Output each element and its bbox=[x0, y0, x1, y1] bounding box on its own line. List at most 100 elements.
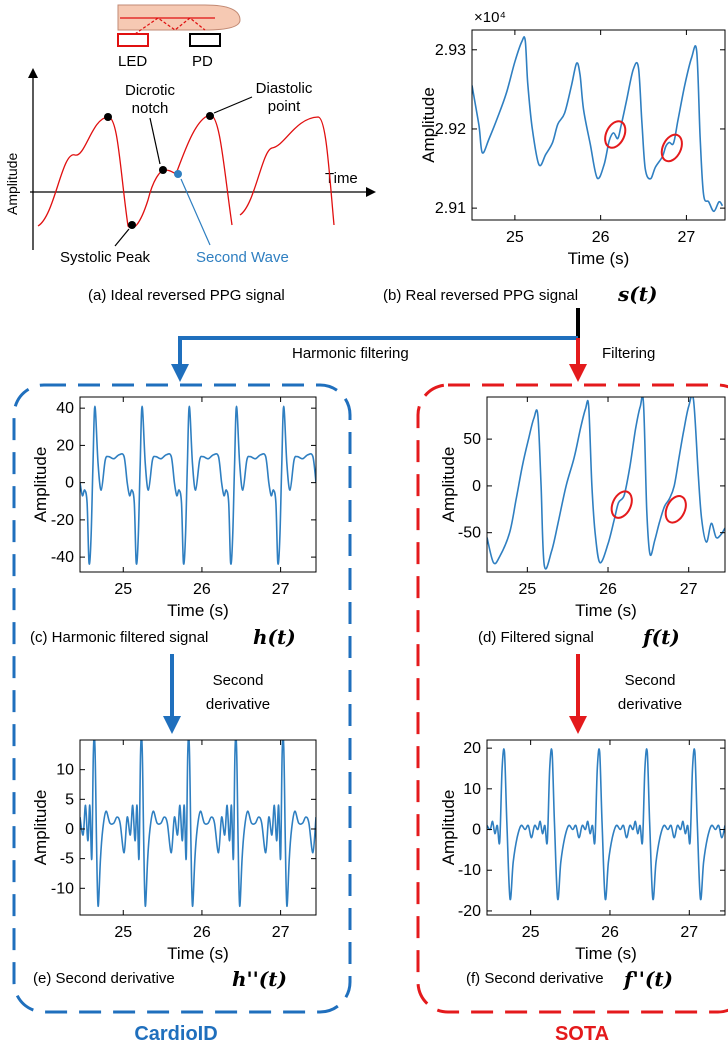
panel-c-math: h(t) bbox=[253, 625, 296, 649]
panel-f-caption: (f) Second derivative f''(t) bbox=[466, 967, 673, 991]
chart-c: 25 26 27 -40 -20 0 20 40 Time (s) Amplitude bbox=[31, 396, 317, 620]
y-tick-label-d: 50 bbox=[463, 431, 481, 448]
systolic-peak-label: Systolic Peak bbox=[60, 249, 151, 266]
y-tick-label-e: 10 bbox=[56, 762, 74, 779]
sota-label: SOTA bbox=[555, 1023, 609, 1045]
harmonic-filtering-label: Harmonic filtering bbox=[292, 345, 409, 362]
x-tick-label-b: 26 bbox=[592, 229, 610, 246]
red-derivative-arrowhead-icon bbox=[569, 716, 587, 734]
ideal-ppg-curve bbox=[37, 114, 335, 229]
svg-text:(f) Second derivative: (f) Second derivative bbox=[466, 970, 604, 987]
panel-d-caption: (d) Filtered signal f(t) bbox=[478, 625, 680, 649]
flow-arrows: Harmonic filtering Filtering Second deriv… bbox=[163, 308, 682, 734]
panel-a-caption: (a) Ideal reversed PPG signal bbox=[88, 287, 285, 304]
x-axis-label-f: Time (s) bbox=[575, 944, 637, 963]
y-tick-label-b: 2.91 bbox=[435, 200, 466, 217]
finger-sensor-illustration: LED PD bbox=[117, 4, 241, 70]
y-axis-label-f: Amplitude bbox=[439, 790, 458, 866]
sota-dashed-box bbox=[416, 383, 728, 1014]
diastolic-arrow-line bbox=[213, 96, 253, 114]
y-tick-label-e: 5 bbox=[65, 791, 74, 808]
plot-frame-f bbox=[486, 739, 726, 916]
y-axis-label-c: Amplitude bbox=[31, 447, 50, 523]
x-axis-label-e: Time (s) bbox=[167, 944, 229, 963]
y-tick-label-f: 0 bbox=[472, 822, 481, 839]
panel-e-math: h''(t) bbox=[232, 967, 287, 991]
a-xlabel: Time bbox=[325, 170, 358, 187]
highlight-ellipse-b-0 bbox=[604, 120, 627, 149]
y-axis-label-e: Amplitude bbox=[31, 790, 50, 866]
second-derivative-right-label: Second derivative bbox=[618, 672, 682, 713]
second-wave-arrow-line bbox=[180, 178, 211, 246]
filtering-label: Filtering bbox=[602, 345, 655, 362]
cardioid-dashed-box bbox=[12, 383, 352, 1014]
x-tick-label-d: 27 bbox=[680, 581, 698, 598]
y-tick-label-c: 40 bbox=[56, 400, 74, 417]
x-axis-label-b: Time (s) bbox=[568, 249, 630, 268]
y-tick-label-d: 0 bbox=[472, 478, 481, 495]
y-exponent-b: ×10⁴ bbox=[474, 9, 506, 26]
plot-frame-d bbox=[486, 396, 726, 573]
dicrotic-notch-marker bbox=[159, 166, 167, 174]
y-tick-label-f: 20 bbox=[463, 740, 481, 757]
highlight-ellipse-d-0 bbox=[610, 490, 633, 519]
chart-b: 25 26 27 2.91 2.92 2.93 Time (s) Amplitude ×10⁴ bbox=[419, 9, 726, 268]
diastolic-point-label: Diastolic point bbox=[256, 80, 313, 115]
y-tick-label-e: 0 bbox=[65, 821, 74, 838]
x-tick-label-b: 27 bbox=[678, 229, 696, 246]
x-tick-label-f: 26 bbox=[601, 924, 619, 941]
y-axis-label-d: Amplitude bbox=[439, 447, 458, 523]
chart-f: 25 26 27 -20 -10 0 10 20 Time (s) Amplitude bbox=[439, 739, 726, 963]
svg-text:(c) Harmonic filtered signal: (c) Harmonic filtered signal bbox=[30, 629, 208, 646]
chart-e: 25 26 27 -10 -5 0 5 10 Time (s) Amplitude bbox=[31, 739, 317, 963]
y-tick-label-c: 20 bbox=[56, 437, 74, 454]
panel-f-math: f''(t) bbox=[622, 967, 673, 991]
a-ylabel: Amplitude bbox=[4, 153, 20, 215]
y-tick-label-c: 0 bbox=[65, 475, 74, 492]
x-tick-label-f: 25 bbox=[522, 924, 540, 941]
svg-text:(e) Second derivative: (e) Second derivative bbox=[33, 970, 175, 987]
x-tick-label-e: 27 bbox=[272, 924, 290, 941]
highlight-ellipse-b-1 bbox=[660, 133, 683, 163]
x-tick-label-f: 27 bbox=[680, 924, 698, 941]
led-label: LED bbox=[118, 53, 147, 70]
y-tick-label-f: -10 bbox=[458, 862, 481, 879]
y-tick-label-e: -10 bbox=[51, 880, 74, 897]
panel-a: LED PD Amplitude Time Dicrotic notch Dias… bbox=[4, 4, 376, 304]
highlight-ellipse-d-1 bbox=[664, 495, 687, 524]
y-tick-label-b: 2.92 bbox=[435, 121, 466, 138]
pd-box bbox=[189, 33, 221, 47]
panel-b-math: s(t) bbox=[617, 282, 657, 306]
chart-d: 25 26 27 -50 0 50 Time (s) Amplitude bbox=[439, 396, 726, 620]
diastolic-point-marker-1 bbox=[104, 113, 112, 121]
x-tick-label-e: 26 bbox=[193, 924, 211, 941]
plot-frame-b bbox=[471, 29, 726, 221]
panel-d-math: f(t) bbox=[641, 625, 680, 649]
x-axis-label-c: Time (s) bbox=[167, 601, 229, 620]
panel-e-caption: (e) Second derivative h''(t) bbox=[33, 967, 287, 991]
second-wave-label: Second Wave bbox=[196, 249, 289, 266]
series-line-b bbox=[472, 36, 724, 213]
plot-frame-c bbox=[79, 396, 317, 573]
svg-text:(b) Real reversed PPG signal: (b) Real reversed PPG signal bbox=[383, 287, 578, 304]
y-tick-label-d: -50 bbox=[458, 525, 481, 542]
blue-arrowhead-icon bbox=[171, 364, 189, 382]
x-tick-label-c: 25 bbox=[114, 581, 132, 598]
panel-c-caption: (c) Harmonic filtered signal h(t) bbox=[30, 625, 296, 649]
a-y-arrow-icon bbox=[28, 68, 38, 78]
x-tick-label-c: 26 bbox=[193, 581, 211, 598]
led-box bbox=[117, 33, 149, 47]
y-tick-label-b: 2.93 bbox=[435, 42, 466, 59]
x-tick-label-b: 25 bbox=[506, 229, 524, 246]
x-axis-label-d: Time (s) bbox=[575, 601, 637, 620]
pd-label: PD bbox=[192, 53, 213, 70]
diastolic-point-marker-2 bbox=[206, 112, 214, 120]
y-axis-label-b: Amplitude bbox=[419, 87, 438, 163]
y-tick-label-f: -20 bbox=[458, 903, 481, 920]
systolic-peak-marker bbox=[128, 221, 136, 229]
plot-frame-e bbox=[79, 739, 317, 916]
y-tick-label-c: -20 bbox=[51, 512, 74, 529]
red-arrowhead-icon bbox=[569, 364, 587, 382]
series-line-f bbox=[487, 748, 725, 901]
